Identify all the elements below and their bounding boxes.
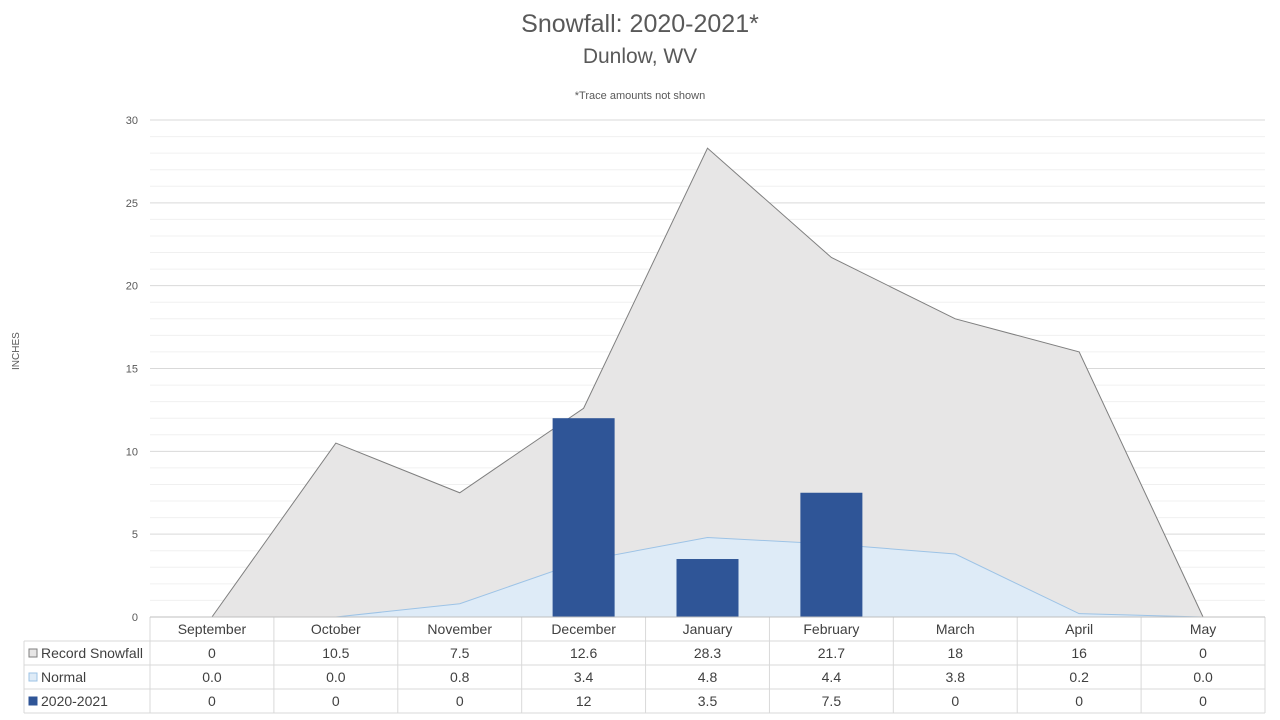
data-table: September October November December January F… xyxy=(23,616,1266,714)
area-record-snowfall xyxy=(211,148,1204,617)
table-cell: 16 xyxy=(1071,645,1087,661)
table-cell: 28.3 xyxy=(694,645,721,661)
category-label: January xyxy=(683,621,733,637)
legend-key xyxy=(28,672,38,682)
table-cell: 3.4 xyxy=(574,669,594,685)
category-label: November xyxy=(427,621,492,637)
category-label: March xyxy=(936,621,975,637)
legend-key xyxy=(28,696,38,706)
y-tick-label: 25 xyxy=(126,198,138,210)
chart-note: *Trace amounts not shown xyxy=(574,90,706,102)
bar-series xyxy=(552,418,863,617)
y-tick-label: 5 xyxy=(132,529,138,541)
area-series xyxy=(211,147,1204,618)
table-cell: 0 xyxy=(332,693,340,709)
table-cell: 3.8 xyxy=(946,669,966,685)
table-cell: 0.0 xyxy=(202,669,222,685)
category-label: September xyxy=(178,621,247,637)
category-label: May xyxy=(1190,621,1216,637)
legend-label: Record Snowfall xyxy=(41,645,143,661)
bar-december xyxy=(552,418,615,617)
bar-january xyxy=(676,559,739,617)
area-line-normal xyxy=(211,536,1204,618)
table-cell: 7.5 xyxy=(822,693,842,709)
category-label: December xyxy=(551,621,616,637)
legend-label: 2020-2021 xyxy=(41,693,108,709)
bar-february xyxy=(800,492,863,617)
category-label: October xyxy=(311,621,361,637)
table-cell: 0.0 xyxy=(1193,669,1213,685)
area-line-record-snowfall xyxy=(211,147,1204,618)
table-cell: 0 xyxy=(208,645,216,661)
table-cell: 12 xyxy=(576,693,592,709)
category-label: February xyxy=(803,621,859,637)
table-cell: 7.5 xyxy=(450,645,470,661)
table-cell: 12.6 xyxy=(570,645,597,661)
table-cell: 0 xyxy=(1075,693,1083,709)
y-axis-ticks: 0 5 10 15 20 25 30 xyxy=(126,115,138,624)
legend-key xyxy=(28,648,38,658)
chart-title: Snowfall: 2020-2021* xyxy=(521,10,759,38)
table-cell: 18 xyxy=(947,645,963,661)
table-cell: 4.4 xyxy=(822,669,842,685)
y-tick-label: 15 xyxy=(126,364,138,376)
table-cell: 0.0 xyxy=(326,669,346,685)
category-label: April xyxy=(1065,621,1093,637)
table-cell: 0 xyxy=(1199,693,1207,709)
table-cell: 0.8 xyxy=(450,669,470,685)
table-cell: 21.7 xyxy=(818,645,845,661)
legend-label: Normal xyxy=(41,669,86,685)
table-cell: 0.2 xyxy=(1069,669,1089,685)
y-tick-label: 30 xyxy=(126,115,138,127)
table-cell: 0 xyxy=(951,693,959,709)
table-cell: 0 xyxy=(456,693,464,709)
y-tick-label: 20 xyxy=(126,281,138,293)
table-cell: 0 xyxy=(1199,645,1207,661)
y-tick-label: 0 xyxy=(132,612,138,624)
table-cell: 10.5 xyxy=(322,645,349,661)
chart-subtitle: Dunlow, WV xyxy=(582,45,698,68)
table-cell: 3.5 xyxy=(698,693,718,709)
table-cell: 0 xyxy=(208,693,216,709)
y-tick-label: 10 xyxy=(126,446,138,458)
table-cell: 4.8 xyxy=(698,669,718,685)
